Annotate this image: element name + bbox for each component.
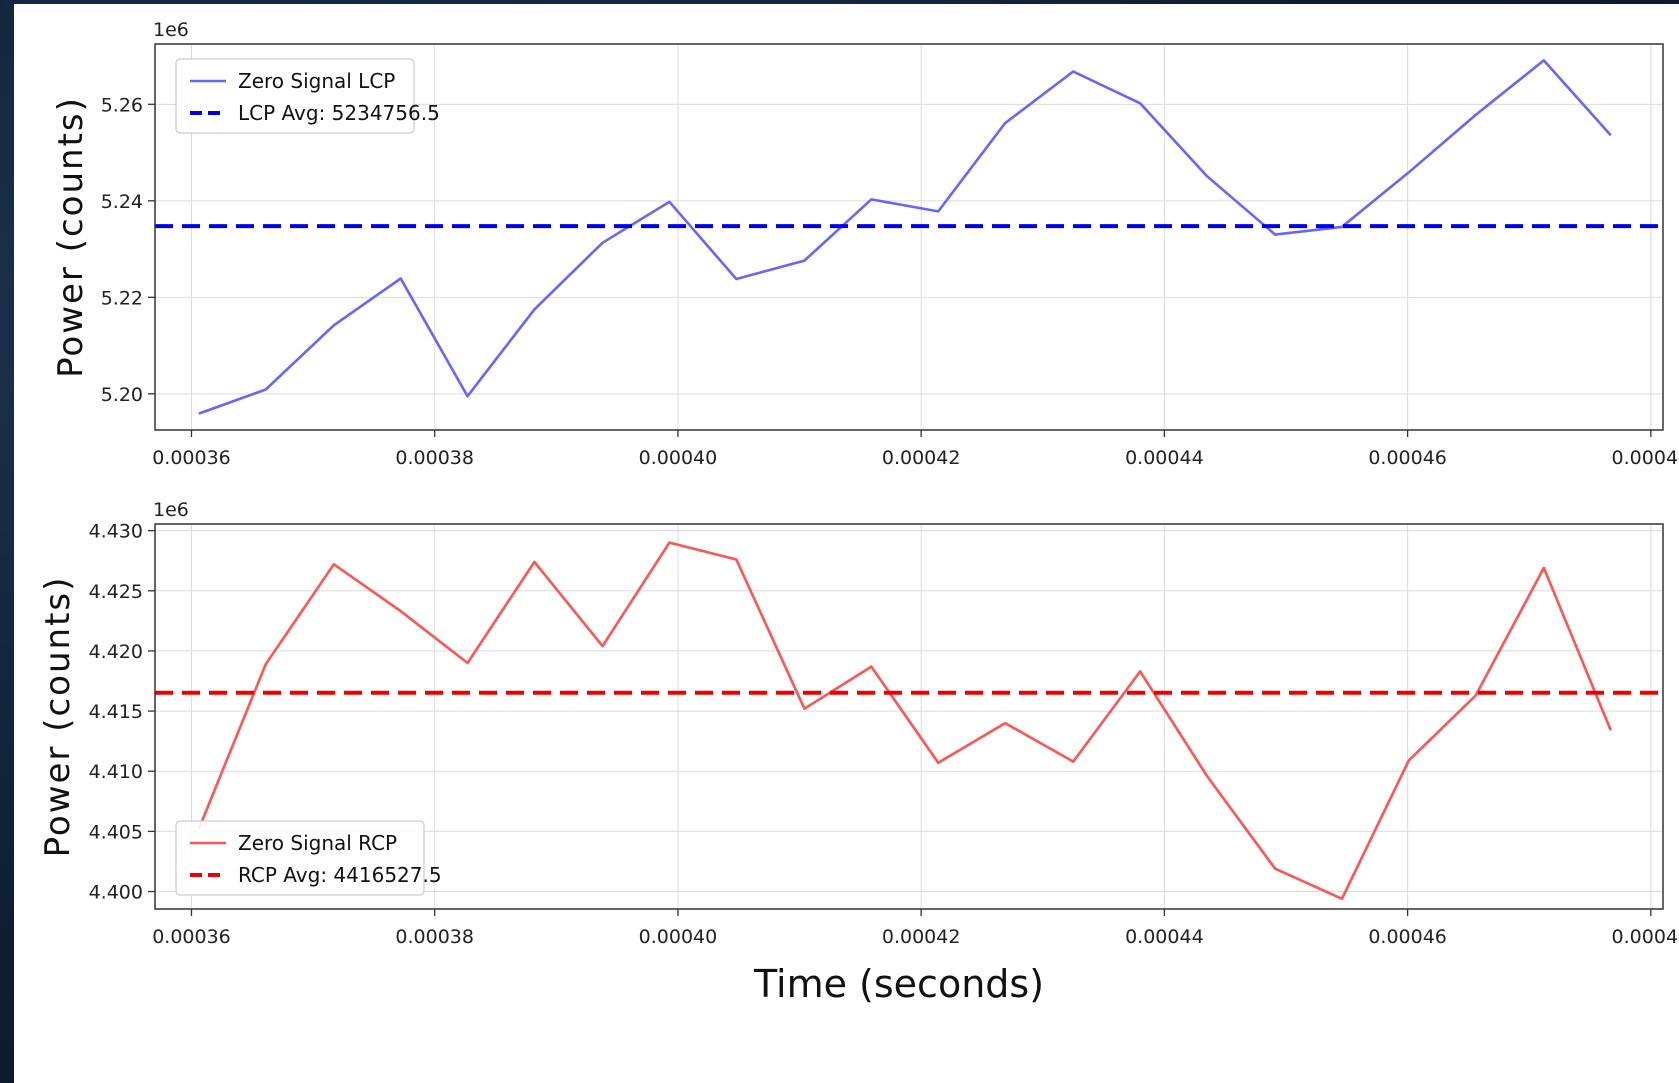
plot-frame	[154, 523, 1664, 910]
y-tick-label: 4.430	[89, 521, 143, 543]
x-tick-label: 0.00042	[882, 447, 961, 469]
x-tick-label: 0.00044	[1125, 926, 1204, 948]
legend: Zero Signal LCP LCP Avg: 5234756.5	[175, 58, 440, 134]
y-tick-label: 4.420	[89, 641, 143, 663]
y-axis-label: Power (counts)	[51, 96, 91, 378]
x-tick-label: 0.00046	[1368, 926, 1447, 948]
x-tick-label: 0.00044	[1125, 447, 1204, 469]
y-tick-label: 5.20	[101, 384, 143, 406]
y-tick-label: 5.22	[101, 287, 143, 309]
x-tick-label: 0.00038	[395, 447, 474, 469]
y-offset-label: 1e6	[153, 499, 189, 521]
y-tick-label: 4.425	[89, 581, 143, 603]
x-tick-label: 0.00042	[882, 926, 961, 948]
series-line-lcp	[198, 59, 1612, 415]
y-tick-label: 5.24	[101, 191, 143, 213]
y-tick-label: 4.405	[89, 821, 143, 843]
plot-frame	[154, 43, 1664, 431]
subplot-2: 0.00036 0.00038 0.00040 0.00042 0.00044 0.000…	[38, 499, 1679, 1006]
x-axis-label: Time (seconds)	[753, 962, 1044, 1006]
legend-label: Zero Signal RCP	[238, 831, 397, 855]
figure-canvas: 0.00036 0.00038 0.00040 0.00042 0.00044 0.000…	[14, 4, 1679, 1083]
y-tick-label: 4.415	[89, 701, 143, 723]
y-tick-label: 5.26	[101, 94, 143, 116]
x-tick-label: 0.00036	[152, 447, 231, 469]
x-tick-label: 0.00048	[1612, 926, 1679, 948]
legend-label: Zero Signal LCP	[238, 69, 395, 93]
y-offset-label: 1e6	[153, 19, 189, 41]
legend-box	[175, 58, 415, 134]
legend-label: RCP Avg: 4416527.5	[238, 863, 442, 887]
x-tick-label: 0.00048	[1612, 447, 1679, 469]
y-tick-label: 4.400	[89, 882, 143, 904]
subplot-1: 0.00036 0.00038 0.00040 0.00042 0.00044 0.000…	[51, 19, 1679, 469]
legend: Zero Signal RCP RCP Avg: 4416527.5	[175, 820, 442, 896]
x-tick-label: 0.00040	[639, 447, 718, 469]
x-tick-label: 0.00036	[152, 926, 231, 948]
y-tick-label: 4.410	[89, 761, 143, 783]
y-axis-label: Power (counts)	[38, 576, 78, 858]
legend-box	[175, 820, 425, 896]
legend-label: LCP Avg: 5234756.5	[238, 101, 440, 125]
x-tick-label: 0.00040	[639, 926, 718, 948]
series-line-rcp	[197, 541, 1612, 901]
chart-svg: 0.00036 0.00038 0.00040 0.00042 0.00044 0.000…	[38, 19, 1679, 1006]
x-tick-label: 0.00038	[395, 926, 474, 948]
x-tick-label: 0.00046	[1368, 447, 1447, 469]
